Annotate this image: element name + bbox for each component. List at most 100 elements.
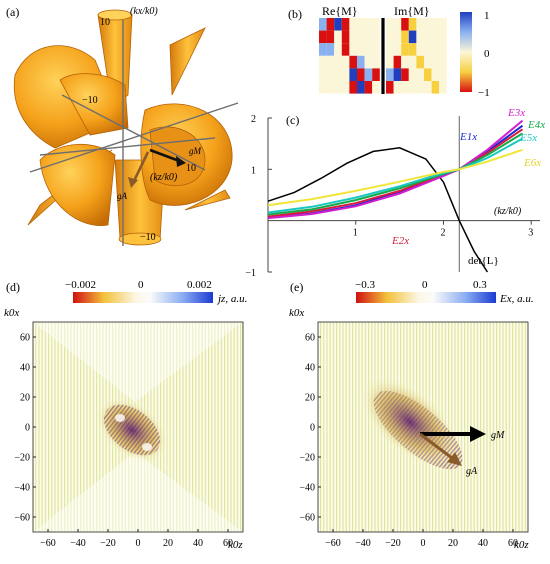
series-line-E3x <box>267 119 524 220</box>
ytick-label: 20 <box>20 393 30 404</box>
xtick-label: 60 <box>223 538 233 549</box>
vector-gM-label-e: gM <box>491 430 505 441</box>
label-E6x: E6x <box>523 157 541 169</box>
matrix-cell <box>408 18 417 31</box>
matrix-cell <box>341 55 350 69</box>
ytick-label: −20 <box>14 453 30 464</box>
matrix-cell <box>341 18 350 31</box>
tick-kx-neg: −10 <box>140 232 156 243</box>
tick-left-neg: −10 <box>82 95 98 106</box>
panel-d-xlabel: k0z <box>228 539 243 551</box>
matrix-cell <box>439 30 447 44</box>
panel-e-label: (e) <box>290 280 303 294</box>
ytick-label: −60 <box>299 513 315 524</box>
matrix-cell <box>341 43 350 56</box>
xtick-label: 60 <box>508 538 518 549</box>
vector-gA-label-e: gA <box>466 466 478 477</box>
matrix-cell <box>439 81 447 94</box>
colorbar-d <box>73 292 213 303</box>
matrix-cell <box>393 81 402 94</box>
matrix-cell <box>319 81 327 94</box>
matrix-cell <box>372 43 380 56</box>
matrix-cell <box>357 43 365 56</box>
series-line-E6x <box>267 148 523 207</box>
matrix-cell <box>386 43 394 56</box>
matrix-cell <box>401 18 409 31</box>
matrix-cell <box>416 18 424 31</box>
matrix-cell <box>372 55 380 69</box>
matrix-cell <box>431 68 440 81</box>
label-E2x: E2x <box>391 235 409 247</box>
ytick-label: −1 <box>245 268 256 279</box>
ytick-label: 1 <box>251 165 256 176</box>
xtick-label: 0 <box>136 538 141 549</box>
matrix-cell <box>357 81 365 94</box>
vectors-e <box>419 426 486 466</box>
matrix-cell <box>364 81 373 94</box>
label-E3x: E3x <box>507 107 525 119</box>
matrix-cell <box>408 30 417 44</box>
matrix-cell <box>431 81 440 94</box>
matrix-cell <box>319 68 327 81</box>
cbar-d-tick-1: 0 <box>138 279 144 291</box>
panel-a: (a) (kx <box>6 5 239 246</box>
xtick-label: −20 <box>100 538 116 549</box>
xtick-label: 0 <box>421 538 426 549</box>
cbar-e-tick-0: −0.3 <box>355 279 375 291</box>
xtick-label: −20 <box>385 538 401 549</box>
cbar-d-tick-2: 0.002 <box>187 279 212 291</box>
vectors-a <box>128 148 186 188</box>
panel-e-xlabel: k0z <box>514 539 529 551</box>
xtick-label: −60 <box>40 538 56 549</box>
matrix-cell <box>386 81 394 94</box>
field-map-d <box>33 322 243 532</box>
matrix-re <box>319 18 380 94</box>
axis-kz-label: (kz/k0) <box>150 172 178 183</box>
im-matrix-title: Im{M} <box>394 4 430 18</box>
panel-e: (e) −0.3 0 0.3 Ex, a.u. k0x k0z −60 −60 −4… <box>289 279 534 551</box>
panel-b: (b) Re{M} Im{M} 1 0 −1 <box>288 4 490 99</box>
cbar-b-tick-bot: −1 <box>478 87 490 99</box>
matrix-cell <box>349 68 357 81</box>
matrix-cell <box>393 55 402 69</box>
tick-kx-pos: 10 <box>100 17 110 28</box>
re-matrix-title: Re{M} <box>322 4 358 18</box>
matrix-cell <box>319 55 327 69</box>
matrix-cell <box>326 81 335 94</box>
axes-3d <box>29 20 239 246</box>
cbar-b-tick-top: 1 <box>484 10 490 22</box>
matrix-cell <box>393 18 402 31</box>
panel-c-label: (c) <box>286 113 299 127</box>
axes-d: −60 −60 −40 −40 −20 −20 0 0 20 20 40 40 60 60 <box>14 333 233 550</box>
matrix-cell <box>319 18 327 31</box>
axis-kx-label: (kx/k0) <box>130 6 158 17</box>
matrix-cell <box>424 43 432 56</box>
field-map-e <box>318 322 528 532</box>
matrix-cell <box>424 68 432 81</box>
ytick-label: 0 <box>310 423 315 434</box>
xtick-label: 2 <box>440 228 445 239</box>
matrix-cell <box>319 43 327 56</box>
matrix-cell <box>439 55 447 69</box>
xtick-label: 40 <box>478 538 488 549</box>
matrix-cell <box>386 18 394 31</box>
series-line-E1x <box>267 124 524 219</box>
xtick-label: −40 <box>70 538 86 549</box>
matrix-cell <box>431 43 440 56</box>
matrix-cell <box>364 68 373 81</box>
vector-gM-label-a: gM <box>189 146 202 156</box>
matrix-cell <box>424 55 432 69</box>
matrix-cell <box>349 18 357 31</box>
xtick-label: 3 <box>528 228 533 239</box>
ytick-label: 60 <box>20 333 30 344</box>
matrix-cell <box>439 18 447 31</box>
xtick-label: 20 <box>163 538 173 549</box>
matrix-cell <box>393 43 402 56</box>
matrix-cell <box>401 55 409 69</box>
matrix-cell <box>408 68 417 81</box>
ytick-label: 60 <box>305 333 315 344</box>
matrix-cell <box>326 30 335 44</box>
matrix-cell <box>372 30 380 44</box>
matrix-cell <box>439 43 447 56</box>
matrix-cell <box>364 55 373 69</box>
